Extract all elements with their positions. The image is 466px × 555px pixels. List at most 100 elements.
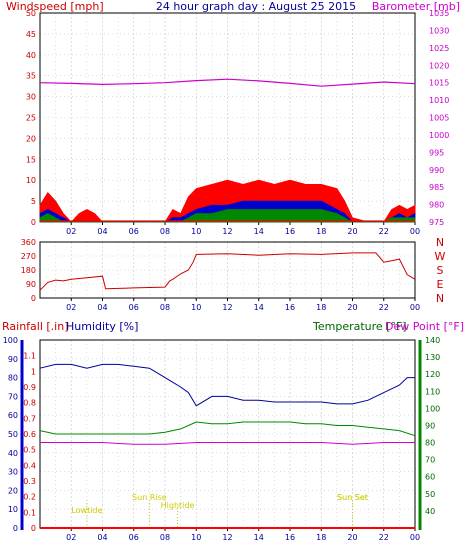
direction-series xyxy=(39,252,416,291)
rain-tick-label: 0.1 xyxy=(23,508,36,517)
barometer-tick-label: 1020 xyxy=(429,61,449,70)
x-tick-label: 18 xyxy=(316,533,326,542)
rain-tick-label: 1.1 xyxy=(23,352,36,361)
x-tick-label: 16 xyxy=(285,533,295,542)
rain-tick-label: 0.5 xyxy=(23,446,36,455)
humidity-ticks: 0 10 20 30 40 50 60 70 80 90 100 xyxy=(3,336,18,533)
direction-x-ticks: 02 04 06 08 10 12 14 16 18 20 22 00 xyxy=(66,298,420,312)
rain-ticks: 0 0.1 0.2 0.3 0.4 0.5 0.6 0.7 0.8 0.9 1 1.1 xyxy=(23,352,36,533)
x-tick-label: 04 xyxy=(97,303,107,312)
annotation-label: Sun Set xyxy=(337,493,368,502)
x-tick-label: 12 xyxy=(222,227,232,236)
temperature-tick-label: 120 xyxy=(425,370,440,379)
windspeed-axis-label: Windspeed [mph] xyxy=(6,0,104,13)
direction-grid xyxy=(40,241,415,299)
x-tick-label: 00 xyxy=(410,303,420,312)
temperature-tick-label: 70 xyxy=(425,456,435,465)
annotation-label: Lowtide xyxy=(71,506,102,515)
direction-tick-label: 360 xyxy=(21,238,36,247)
rain-tick-label: 0.8 xyxy=(23,399,36,408)
x-tick-label: 22 xyxy=(379,227,389,236)
x-tick-label: 10 xyxy=(191,303,201,312)
wind-left-ticks: 0 5 10 15 20 25 30 35 40 45 50 xyxy=(26,9,36,227)
climate-x-ticks: 02 04 06 08 10 12 14 16 18 20 22 00 xyxy=(66,528,420,542)
x-tick-label: 02 xyxy=(66,303,76,312)
wind-tick-label: 15 xyxy=(26,155,36,164)
temperature-tick-label: 110 xyxy=(425,387,440,396)
temperature-tick-label: 60 xyxy=(425,473,435,482)
barometer-axis-label: Barometer [mb] xyxy=(372,0,460,13)
x-tick-label: 22 xyxy=(379,533,389,542)
temperature-tick-label: 50 xyxy=(425,490,435,499)
temperature-ticks: 40 50 60 70 80 90 100 110 120 130 140 xyxy=(425,336,440,516)
x-tick-label: 18 xyxy=(316,227,326,236)
x-tick-label: 06 xyxy=(129,227,139,236)
barometer-tick-label: 985 xyxy=(429,183,444,192)
x-tick-label: 00 xyxy=(410,533,420,542)
direction-tick-label: 270 xyxy=(21,252,36,261)
temperature-tick-label: 100 xyxy=(425,404,440,413)
barometer-tick-label: 980 xyxy=(429,201,444,210)
barometer-tick-label: 1030 xyxy=(429,26,449,35)
x-tick-label: 20 xyxy=(347,303,357,312)
wind-tick-label: 40 xyxy=(26,51,36,60)
direction-label: E xyxy=(437,278,444,291)
annotation-label: Sun Set xyxy=(337,493,368,502)
x-tick-label: 00 xyxy=(410,227,420,236)
temperature-line xyxy=(39,421,416,437)
x-tick-label: 12 xyxy=(222,303,232,312)
barometer-tick-label: 1010 xyxy=(429,96,449,105)
rainfall-axis-label: Rainfall [.in] xyxy=(2,320,69,333)
barometer-tick-label: 1025 xyxy=(429,44,449,53)
dewpoint-line xyxy=(40,442,415,445)
barometer-tick-label: 1000 xyxy=(429,131,449,140)
humidity-tick-label: 60 xyxy=(8,411,18,420)
rain-tick-label: 0.7 xyxy=(23,414,36,423)
wind-series xyxy=(39,78,416,223)
annotation-label: Hightide xyxy=(161,501,195,510)
humidity-tick-label: 50 xyxy=(8,430,18,439)
wind-tick-label: 20 xyxy=(26,134,36,143)
chart-title: 24 hour graph day : August 25 2015 xyxy=(156,0,356,13)
rain-tick-label: 0.4 xyxy=(23,461,36,470)
humidity-tick-label: 10 xyxy=(8,505,18,514)
humidity-line xyxy=(39,363,415,407)
x-tick-label: 02 xyxy=(66,533,76,542)
barometer-tick-label: 990 xyxy=(429,166,444,175)
x-tick-label: 14 xyxy=(254,227,264,236)
humidity-tick-label: 80 xyxy=(8,374,18,383)
humidity-tick-label: 30 xyxy=(8,468,18,477)
direction-ticks: 0 90 180 270 360 xyxy=(21,238,36,303)
x-tick-label: 04 xyxy=(97,533,107,542)
x-tick-label: 06 xyxy=(129,303,139,312)
barometer-tick-label: 1015 xyxy=(429,79,449,88)
barometer-tick-label: 1035 xyxy=(429,9,449,18)
humidity-axis-label: Humidity [%] xyxy=(66,320,138,333)
x-tick-label: 10 xyxy=(191,533,201,542)
x-tick-label: 14 xyxy=(254,533,264,542)
x-tick-label: 02 xyxy=(66,227,76,236)
direction-label: N xyxy=(436,292,444,305)
direction-tick-label: 90 xyxy=(26,280,36,289)
direction-label: W xyxy=(435,250,446,263)
x-tick-label: 16 xyxy=(285,303,295,312)
rain-tick-label: 0.2 xyxy=(23,493,36,502)
barometer-tick-label: 995 xyxy=(429,148,444,157)
wind-tick-label: 25 xyxy=(26,114,36,123)
direction-label: N xyxy=(436,236,444,249)
temperature-tick-label: 130 xyxy=(425,353,440,362)
x-tick-label: 08 xyxy=(160,227,170,236)
barometer-tick-label: 975 xyxy=(429,218,444,227)
temperature-tick-label: 80 xyxy=(425,439,435,448)
temperature-tick-label: 140 xyxy=(425,336,440,345)
wind-tick-label: 35 xyxy=(26,72,36,81)
rain-tick-label: 0 xyxy=(31,524,36,533)
x-tick-label: 20 xyxy=(347,533,357,542)
direction-tick-label: 180 xyxy=(21,266,36,275)
barometer-line xyxy=(39,78,416,87)
humidity-tick-label: 90 xyxy=(8,355,18,364)
